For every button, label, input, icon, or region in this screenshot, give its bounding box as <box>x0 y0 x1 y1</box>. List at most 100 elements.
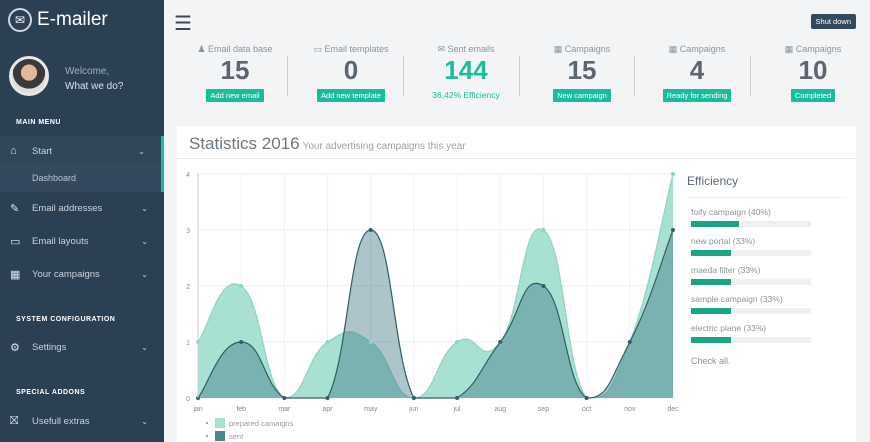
stat-label: ▦ Campaigns <box>553 44 611 54</box>
stat-email-database: ♟ Email data base 15 Add new email <box>180 44 290 103</box>
add-new-template-button[interactable]: Add new template <box>316 89 386 102</box>
y-tick-label: 0 <box>186 396 190 403</box>
home-icon: ⌂ <box>10 145 17 157</box>
stat-email-templates: ▭ Email templates 0 Add new template <box>296 44 406 103</box>
sidebar-item-label: Start <box>32 145 53 157</box>
user-subtitle[interactable]: What we do? <box>65 81 124 92</box>
legend-bullet <box>206 422 208 424</box>
legend-label: prepared camaigns <box>229 419 293 428</box>
data-point <box>584 396 589 400</box>
app-logo[interactable]: ✉ E-mailer <box>8 8 108 32</box>
monitor-icon: ▭ <box>10 235 21 248</box>
section-system-configuration: SYSTEM CONFIGURATION <box>16 316 116 323</box>
stat-value: 4 <box>689 55 705 85</box>
divider <box>634 56 635 96</box>
panel-subtitle: Your advertising campaigns this year <box>302 141 466 152</box>
data-point <box>455 396 460 400</box>
efficiency-label: maeda filter (33%) <box>691 265 761 275</box>
efficiency-item: maeda filter (33%) <box>691 265 847 285</box>
stat-label: ▦ Campaigns <box>668 44 726 54</box>
calendar-icon: ▦ <box>10 268 21 281</box>
stat-label: ✉ Sent emails <box>437 44 495 54</box>
data-point <box>368 340 373 344</box>
stat-label: ▦ Campaigns <box>784 44 842 54</box>
y-tick-label: 3 <box>186 228 190 235</box>
data-point <box>541 284 546 288</box>
legend-label: sent <box>229 432 244 441</box>
data-point <box>325 396 330 400</box>
efficiency-item: foify campaign (40%) <box>691 207 847 227</box>
avatar[interactable] <box>9 56 49 96</box>
divider <box>750 56 751 96</box>
statistics-chart: 0 1 2 3 4 jan feb mar apr may jun jul aug sep oct nov de… <box>186 172 679 441</box>
data-point <box>671 172 675 176</box>
shutdown-button[interactable]: Shut down <box>810 14 856 29</box>
sidebar-item-label: Email layouts <box>32 235 89 247</box>
y-tick-label: 1 <box>186 340 190 347</box>
divider <box>287 56 288 96</box>
data-point <box>627 340 632 344</box>
x-tick-label: apr <box>322 406 333 413</box>
sidebar-item-label: Usefull extras <box>32 415 90 427</box>
sidebar-item-email-addresses[interactable]: ✎ Email addresses ⌄ <box>0 193 164 223</box>
x-tick-label: sep <box>538 406 549 413</box>
divider <box>403 56 404 96</box>
data-point <box>498 340 503 344</box>
menu-toggle-icon[interactable]: ☰ <box>174 13 192 35</box>
stat-value: 15 <box>567 55 597 85</box>
sidebar-item-usefull-extras[interactable]: ⛝ Usefull extras ⌄ <box>0 406 164 436</box>
efficiency-title: Efficiency <box>687 174 847 198</box>
data-point <box>368 228 373 232</box>
sidebar-item-email-layouts[interactable]: ▭ Email layouts ⌄ <box>0 226 164 256</box>
edit-icon: ✎ <box>10 202 20 215</box>
chevron-down-icon: ⌄ <box>141 269 148 279</box>
sidebar-item-start[interactable]: ⌂ Start ⌄ <box>0 136 164 166</box>
section-main-menu: MAIN MENU <box>16 119 61 126</box>
sidebar-item-settings[interactable]: ⚙ Settings ⌄ <box>0 332 164 362</box>
stat-campaigns: ▦ Campaigns 15 New campaign <box>527 44 637 103</box>
stat-campaigns-completed: ▦ Campaigns 10 Completed <box>758 44 868 103</box>
efficiency-progress-fill <box>691 221 739 227</box>
ready-for-sending-button[interactable]: Ready for sending <box>662 89 732 102</box>
legend-bullet <box>206 435 208 437</box>
data-point <box>325 340 330 344</box>
y-tick-label: 4 <box>186 172 190 179</box>
x-tick-label: dec <box>667 406 679 413</box>
efficiency-progress-bar <box>691 308 811 314</box>
stat-label: ♟ Email data base <box>197 44 273 54</box>
efficiency-label: foify campaign (40%) <box>691 207 771 217</box>
sidebar-subitem-dashboard[interactable]: Dashboard <box>0 165 164 192</box>
stat-value: 144 <box>444 55 488 85</box>
efficiency-label: electric plane (33%) <box>691 323 767 333</box>
efficiency-progress-fill <box>691 250 731 256</box>
series-area-0 <box>198 174 673 398</box>
x-tick-label: jul <box>453 406 461 413</box>
completed-button[interactable]: Completed <box>790 89 836 102</box>
series-area-1 <box>198 230 673 398</box>
x-tick-label: feb <box>236 406 246 413</box>
x-tick-label: oct <box>582 406 591 413</box>
check-all-link[interactable]: Check all. <box>691 356 731 366</box>
gift-icon: ⛝ <box>10 414 19 427</box>
divider <box>177 158 856 159</box>
efficiency-item: electric plane (33%) <box>691 323 847 343</box>
sidebar-item-label: Your campaigns <box>32 268 100 280</box>
stat-value: 10 <box>798 55 828 85</box>
efficiency-progress-fill <box>691 308 731 314</box>
topbar: ☰ Shut down <box>164 0 870 40</box>
sidebar-item-your-campaigns[interactable]: ▦ Your campaigns ⌄ <box>0 259 164 289</box>
x-tick-label: mar <box>278 406 291 413</box>
chevron-down-icon: ⌄ <box>141 236 148 246</box>
x-tick-label: nov <box>624 406 636 413</box>
statistics-panel: Statistics 2016 Your advertising campaign… <box>177 126 856 442</box>
efficiency-label: sample campaign (33%) <box>691 294 783 304</box>
add-new-email-button[interactable]: Add new email <box>206 89 264 102</box>
sidebar: ✉ E-mailer Welcome, What we do? MAIN MENU … <box>0 0 164 442</box>
stat-campaigns-ready: ▦ Campaigns 4 Ready for sending <box>642 44 752 103</box>
new-campaign-button[interactable]: New campaign <box>553 89 611 102</box>
chevron-down-icon: ⌄ <box>141 342 148 352</box>
welcome-text: Welcome, <box>65 66 110 77</box>
chevron-down-icon: ⌄ <box>141 203 148 213</box>
efficiency-progress-bar <box>691 250 811 256</box>
stat-label: ▭ Email templates <box>313 44 389 54</box>
